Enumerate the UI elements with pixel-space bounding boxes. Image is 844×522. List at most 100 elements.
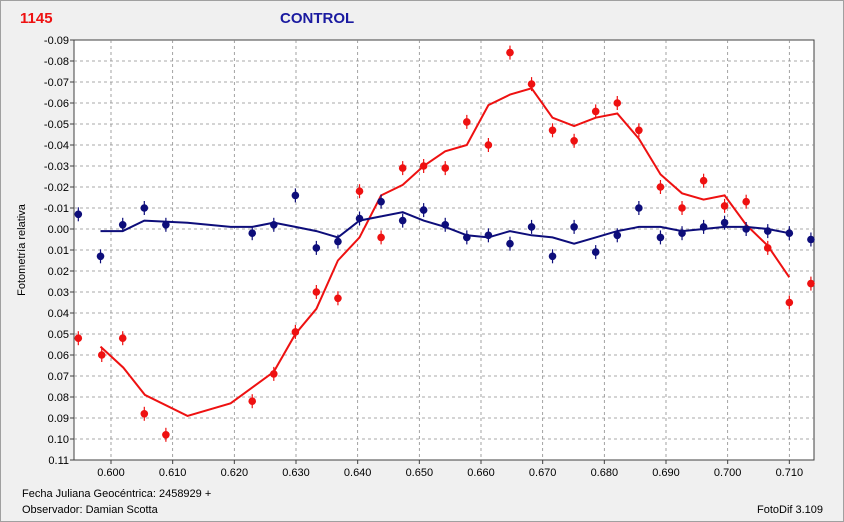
x-tick-label: 0.660 — [467, 467, 495, 479]
control-data-point — [162, 221, 170, 229]
control-data-point — [441, 221, 450, 229]
julian-date-label: Fecha Juliana Geocéntrica: 2458929 + — [22, 488, 212, 500]
target-data-point — [635, 126, 643, 135]
control-data-point — [807, 235, 815, 244]
target-data-point — [312, 288, 321, 296]
target-data-point — [763, 244, 772, 252]
control-data-point — [506, 239, 514, 248]
x-tick-label: 0.610 — [159, 467, 187, 479]
target-data-point — [807, 279, 815, 288]
software-version: FotoDif 3.109 — [757, 504, 824, 516]
control-data-point — [656, 233, 665, 242]
x-tick-label: 0.650 — [406, 467, 434, 479]
target-data-point — [742, 197, 750, 206]
x-tick-label: 0.600 — [97, 467, 125, 479]
target-data-point — [484, 141, 493, 149]
target-data-point — [613, 99, 622, 107]
y-tick-label: 0.01 — [48, 245, 69, 257]
x-tick-label: 0.670 — [529, 467, 557, 479]
target-data-point — [699, 176, 708, 185]
y-tick-label: 0.05 — [48, 329, 69, 341]
target-data-point — [140, 410, 149, 418]
target-data-point — [97, 351, 106, 359]
target-data-point — [720, 202, 729, 210]
target-data-point — [398, 164, 407, 172]
control-data-point — [118, 221, 127, 229]
x-tick-label: 0.620 — [221, 467, 249, 479]
target-data-point — [678, 204, 686, 212]
y-tick-label: 0.09 — [48, 413, 69, 425]
x-tick-label: 0.700 — [714, 467, 742, 479]
y-tick-label: -0.02 — [44, 182, 69, 194]
control-data-point — [398, 216, 407, 225]
y-tick-label: 0.06 — [48, 350, 69, 362]
control-data-point — [548, 252, 557, 261]
target-data-point — [463, 118, 471, 126]
x-tick-label: 0.710 — [776, 467, 804, 479]
target-data-point — [591, 107, 600, 116]
target-data-point — [656, 183, 665, 191]
control-data-point — [570, 223, 578, 231]
observer-label: Observador: Damian Scotta — [22, 504, 158, 516]
control-data-point — [74, 210, 83, 219]
y-tick-label: -0.07 — [44, 77, 69, 89]
control-data-point — [484, 231, 493, 240]
x-tick-label: 0.690 — [652, 467, 680, 479]
control-data-point — [291, 191, 300, 200]
target-data-point — [334, 294, 342, 303]
target-data-point — [506, 48, 514, 57]
target-data-point — [270, 370, 278, 378]
control-data-point — [270, 221, 278, 229]
target-fit-line — [99, 87, 791, 417]
y-axis-label: Fotometría relativa — [16, 203, 28, 296]
target-data-point — [248, 397, 257, 406]
x-tick-label: 0.630 — [282, 467, 310, 479]
control-data-point — [613, 231, 622, 240]
y-tick-label: -0.08 — [44, 56, 69, 68]
y-tick-label: -0.09 — [44, 35, 69, 47]
control-data-point — [463, 233, 471, 242]
y-tick-label: 0.11 — [48, 455, 69, 467]
y-tick-label: 0.04 — [48, 308, 69, 320]
y-tick-label: 0.00 — [48, 224, 69, 236]
control-data-point — [96, 252, 105, 261]
control-data-point — [377, 197, 385, 206]
target-data-point — [355, 187, 364, 195]
target-data-point — [419, 162, 428, 170]
y-tick-label: 0.10 — [48, 434, 69, 446]
y-tick-label: 0.03 — [48, 287, 69, 299]
control-data-point — [678, 229, 686, 237]
control-data-point — [419, 206, 428, 214]
control-data-point — [248, 229, 257, 237]
target-data-point — [441, 164, 450, 172]
y-tick-label: 0.02 — [48, 266, 69, 278]
plot-area — [73, 39, 815, 461]
y-tick-label: 0.08 — [48, 392, 69, 404]
control-data-point — [140, 204, 149, 212]
x-tick-label: 0.640 — [344, 467, 372, 479]
control-data-point — [720, 218, 729, 227]
x-tick-label: 0.680 — [591, 467, 619, 479]
y-tick-label: -0.06 — [44, 98, 69, 110]
star-id: 1145 — [20, 10, 53, 27]
chart-title: CONTROL — [280, 10, 355, 27]
control-data-point — [785, 229, 794, 237]
target-data-point — [785, 298, 794, 307]
control-data-point — [312, 244, 321, 252]
control-data-point — [742, 225, 750, 233]
control-data-point — [591, 248, 600, 256]
target-data-point — [291, 328, 300, 336]
target-data-point — [570, 137, 578, 145]
y-tick-label: -0.05 — [44, 119, 69, 131]
target-data-point — [377, 233, 385, 242]
target-data-point — [118, 334, 127, 343]
control-data-point — [699, 223, 708, 231]
y-tick-label: -0.03 — [44, 161, 69, 173]
target-data-point — [527, 80, 536, 88]
target-data-point — [74, 334, 83, 343]
control-data-point — [527, 223, 536, 231]
control-data-point — [763, 227, 772, 235]
control-data-point — [355, 214, 364, 223]
target-data-point — [548, 126, 557, 135]
